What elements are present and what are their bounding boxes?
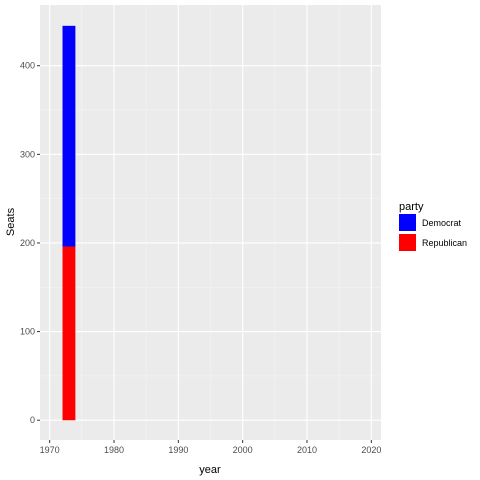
y-tick-label: 0: [30, 415, 35, 425]
y-tick-label: 100: [20, 327, 35, 337]
bar-republican: [62, 246, 76, 421]
legend-title: party: [399, 201, 424, 213]
x-tick-label: 2000: [233, 445, 253, 455]
x-tick-label: 1980: [104, 445, 124, 455]
legend: party Democrat Republican: [399, 201, 467, 251]
bars: [62, 25, 76, 421]
y-tick-label: 400: [20, 61, 35, 71]
grid-major: [40, 5, 381, 440]
x-tick-label: 1970: [40, 445, 60, 455]
legend-label-democrat: Democrat: [422, 218, 462, 228]
x-axis-title: year: [199, 464, 221, 476]
legend-key-republican: [399, 234, 416, 251]
x-tick-label: 2010: [297, 445, 317, 455]
y-tick-label: 300: [20, 149, 35, 159]
bar-democrat: [62, 25, 76, 247]
x-tick-label: 1990: [168, 445, 188, 455]
legend-key-democrat: [399, 214, 416, 231]
x-tick-label: 2020: [361, 445, 381, 455]
y-axis: 0 100 200 300 400: [20, 61, 40, 425]
y-axis-title: Seats: [5, 207, 17, 236]
grid-minor: [40, 5, 381, 440]
x-axis: 1970 1980 1990 2000 2010 2020: [40, 440, 381, 455]
legend-label-republican: Republican: [422, 238, 467, 248]
y-tick-label: 200: [20, 238, 35, 248]
